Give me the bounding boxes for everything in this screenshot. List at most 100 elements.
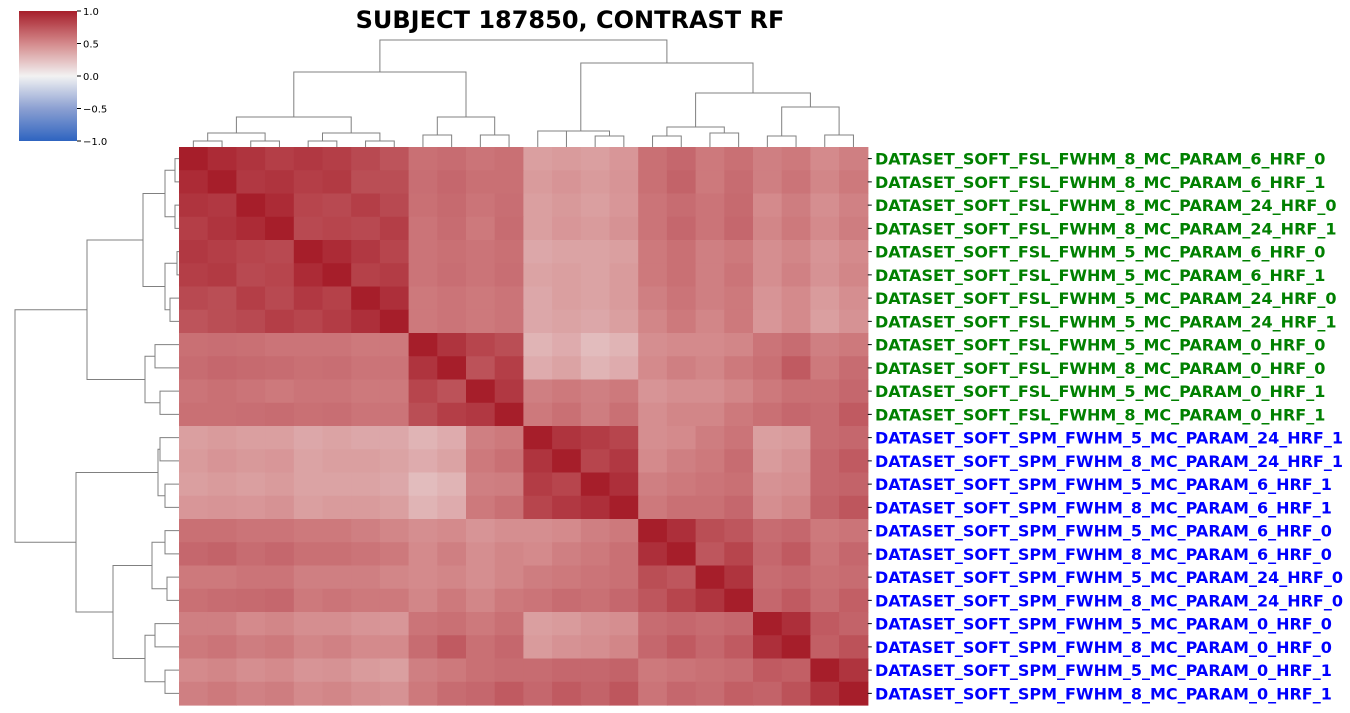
heatmap-cell xyxy=(580,147,611,171)
heatmap-cell xyxy=(179,658,209,683)
row-label: DATASET_SOFT_SPM_FWHM_8_MC_PARAM_24_HRF_… xyxy=(875,591,1343,610)
heatmap-cell xyxy=(236,495,266,520)
row-label: DATASET_SOFT_FSL_FWHM_8_MC_PARAM_6_HRF_0 xyxy=(875,150,1325,169)
heatmap-cell xyxy=(523,472,553,497)
heatmap-cell xyxy=(666,426,697,450)
heatmap-cell xyxy=(638,356,668,381)
row-label: DATASET_SOFT_SPM_FWHM_5_MC_PARAM_6_HRF_1 xyxy=(875,475,1332,494)
heatmap-cell xyxy=(781,681,811,706)
col-dendro-link xyxy=(709,132,740,147)
row-dendro-link xyxy=(112,565,152,659)
heatmap-cell xyxy=(580,193,611,218)
heatmap-cell xyxy=(580,472,611,497)
heatmap-cell xyxy=(695,658,725,683)
heatmap-cell xyxy=(724,379,754,404)
heatmap-cell xyxy=(466,309,496,334)
heatmap-cell xyxy=(781,495,811,520)
heatmap-cell xyxy=(580,588,611,613)
heatmap-cell xyxy=(466,635,496,660)
heatmap-cell xyxy=(379,379,410,404)
heatmap-cell xyxy=(265,449,295,474)
heatmap-cell xyxy=(322,379,352,404)
heatmap-cell xyxy=(265,147,295,171)
heatmap-cell xyxy=(379,402,410,427)
heatmap-cell xyxy=(494,565,524,590)
heatmap-cell xyxy=(810,333,840,357)
heatmap-cell xyxy=(638,402,668,427)
heatmap-cell xyxy=(839,193,869,218)
row-label: DATASET_SOFT_FSL_FWHM_8_MC_PARAM_24_HRF_… xyxy=(875,196,1336,215)
heatmap-cell xyxy=(523,216,553,241)
heatmap-cell xyxy=(580,333,611,357)
heatmap-cell xyxy=(322,263,352,288)
colorbar xyxy=(19,11,77,141)
heatmap-cell xyxy=(437,519,467,543)
heatmap-cell xyxy=(437,402,467,427)
heatmap-cell xyxy=(695,612,725,636)
heatmap-cell xyxy=(695,519,725,543)
heatmap-cell xyxy=(179,240,209,264)
heatmap-cell xyxy=(695,356,725,381)
heatmap-cell xyxy=(379,193,410,218)
heatmap-cell xyxy=(351,588,381,613)
heatmap-cell xyxy=(695,681,725,706)
heatmap-cell xyxy=(494,681,524,706)
heatmap-cell xyxy=(408,333,438,357)
heatmap-cell xyxy=(810,612,840,636)
heatmap-cell xyxy=(839,263,869,288)
heatmap-cell xyxy=(494,333,524,357)
heatmap-cell xyxy=(810,565,840,590)
heatmap-cell xyxy=(265,565,295,590)
heatmap-cell xyxy=(666,333,697,357)
col-dendro-link xyxy=(307,140,338,147)
heatmap-cell xyxy=(839,449,869,474)
heatmap-cell xyxy=(609,309,639,334)
heatmap-cell xyxy=(753,286,783,311)
row-label: DATASET_SOFT_SPM_FWHM_5_MC_PARAM_0_HRF_0 xyxy=(875,615,1332,634)
heatmap-cell xyxy=(839,240,869,264)
row-dendro-link xyxy=(164,669,179,694)
heatmap-cell xyxy=(810,309,840,334)
heatmap-cell xyxy=(207,565,237,590)
heatmap-cell xyxy=(379,681,410,706)
heatmap-cell xyxy=(179,309,209,334)
heatmap-cell xyxy=(781,588,811,613)
heatmap-cell xyxy=(753,519,783,543)
heatmap-cell xyxy=(552,309,582,334)
heatmap-cell xyxy=(322,658,352,683)
heatmap-cell xyxy=(753,147,783,171)
col-dendro-link xyxy=(235,116,352,133)
colorbar-tick-label: −1.0 xyxy=(83,137,107,148)
heatmap-cell xyxy=(293,565,324,590)
heatmap-cell xyxy=(207,333,237,357)
heatmap-cell xyxy=(839,588,869,613)
heatmap-cell xyxy=(781,565,811,590)
heatmap-cell xyxy=(839,519,869,543)
heatmap-cell xyxy=(265,612,295,636)
heatmap-cell xyxy=(293,216,324,241)
heatmap-cell xyxy=(408,263,438,288)
heatmap-cell xyxy=(753,309,783,334)
heatmap-cell xyxy=(351,193,381,218)
col-dendro-link xyxy=(250,140,280,147)
heatmap-cell xyxy=(523,333,553,357)
row-label: DATASET_SOFT_SPM_FWHM_8_MC_PARAM_0_HRF_1 xyxy=(875,684,1332,703)
row-label: DATASET_SOFT_FSL_FWHM_8_MC_PARAM_6_HRF_1 xyxy=(875,173,1325,192)
row-dendro-link xyxy=(157,448,165,497)
heatmap-cell xyxy=(408,658,438,683)
heatmap-cell xyxy=(609,263,639,288)
heatmap-cell xyxy=(638,449,668,474)
heatmap-cell xyxy=(351,356,381,381)
heatmap-cell xyxy=(580,263,611,288)
row-label: DATASET_SOFT_SPM_FWHM_8_MC_PARAM_6_HRF_1 xyxy=(875,498,1332,517)
heatmap-cell xyxy=(580,216,611,241)
heatmap-cell xyxy=(609,147,639,171)
heatmap-cell xyxy=(265,333,295,357)
heatmap-cell xyxy=(666,193,697,218)
heatmap-cell xyxy=(236,519,266,543)
heatmap-cell xyxy=(839,286,869,311)
heatmap-cell xyxy=(351,612,381,636)
heatmap-cell xyxy=(322,286,352,311)
heatmap-cell xyxy=(580,542,611,567)
heatmap-cell xyxy=(810,402,840,427)
